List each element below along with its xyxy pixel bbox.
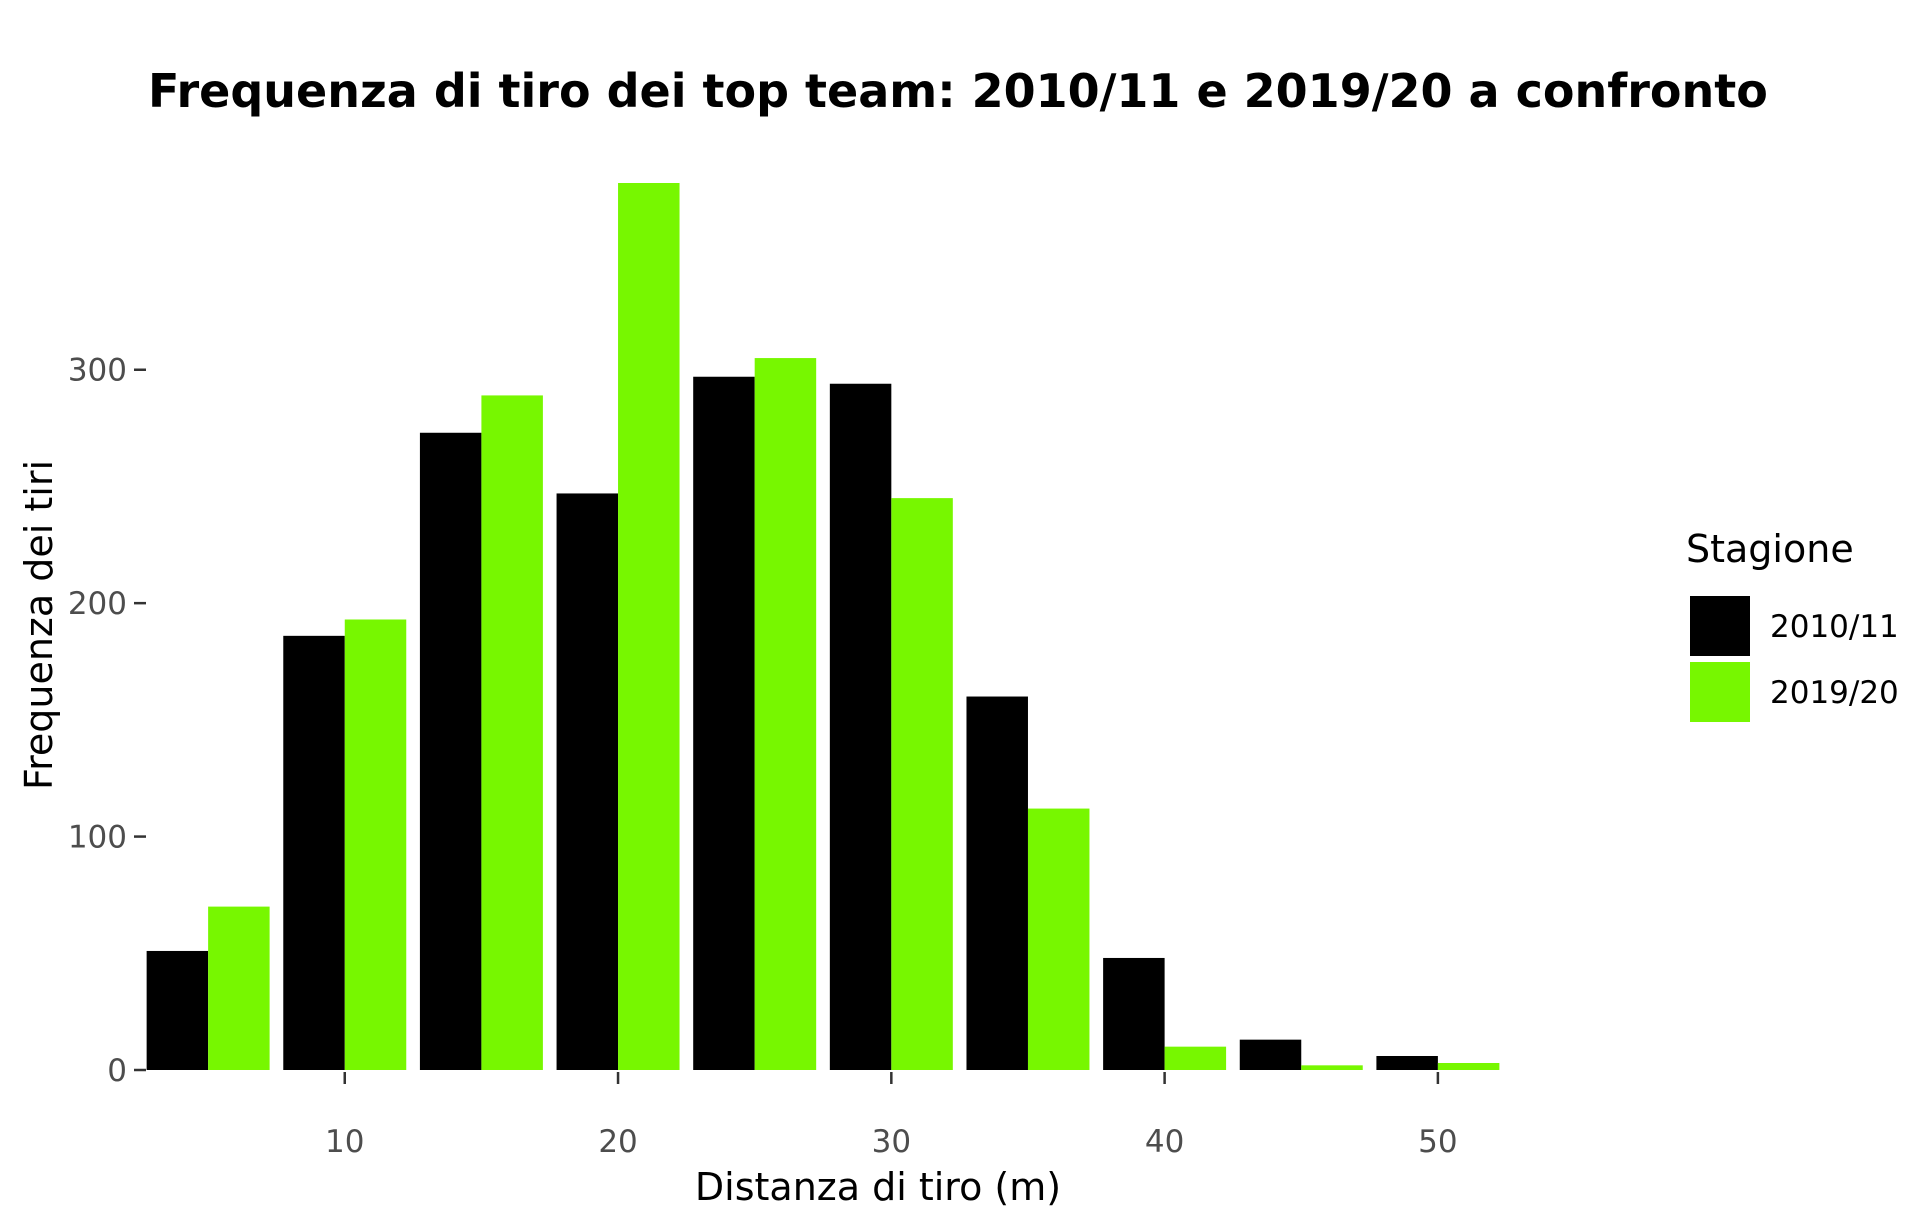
- legend-label: 2010/11: [1770, 609, 1899, 645]
- bar-2019-20-5: [208, 906, 270, 1070]
- bar-2010-11-45: [1239, 1039, 1302, 1070]
- x-tick-label: 10: [325, 1124, 364, 1160]
- bar-2019-20-40: [1164, 1046, 1227, 1070]
- legend: Stagione 2010/11 2019/20: [1686, 527, 1899, 722]
- bar-2010-11-10: [283, 635, 345, 1070]
- x-tick-label: 30: [872, 1124, 911, 1160]
- y-tick-label: 300: [68, 353, 127, 389]
- bar-2010-11-5: [146, 950, 209, 1070]
- bar-2010-11-50: [1376, 1055, 1438, 1070]
- y-tick-label: 200: [68, 586, 127, 622]
- x-tick-label: 50: [1418, 1124, 1457, 1160]
- x-tick-label: 40: [1145, 1124, 1184, 1160]
- bar-2019-20-25: [754, 358, 817, 1070]
- bar-2010-11-35: [966, 696, 1028, 1070]
- bar-2010-11-20: [556, 493, 619, 1070]
- legend-key-2019-20: [1690, 662, 1750, 722]
- bar-2019-20-30: [891, 498, 953, 1070]
- x-axis: 10 20 30 40 50: [325, 1072, 1458, 1160]
- bar-2019-20-10: [344, 619, 407, 1070]
- bar-2010-11-25: [693, 376, 755, 1070]
- legend-label: 2019/20: [1770, 675, 1899, 711]
- y-axis-title: Frequenza dei tiri: [17, 460, 61, 790]
- legend-title: Stagione: [1686, 527, 1854, 571]
- y-tick-label: 100: [68, 820, 127, 856]
- x-tick-label: 20: [598, 1124, 637, 1160]
- legend-key-2010-11: [1690, 596, 1750, 656]
- y-axis: 0 100 200 300: [68, 353, 146, 1089]
- bar-2019-20-20: [618, 183, 680, 1070]
- bar-2019-20-45: [1301, 1065, 1363, 1070]
- bar-2019-20-35: [1027, 808, 1090, 1070]
- bar-2010-11-30: [829, 383, 892, 1071]
- chart-title: Frequenza di tiro dei top team: 2010/11 …: [148, 64, 1768, 118]
- bar-2010-11-15: [419, 432, 482, 1071]
- x-axis-title: Distanza di tiro (m): [695, 1165, 1061, 1209]
- bars: [146, 183, 1500, 1071]
- bar-2019-20-50: [1437, 1062, 1500, 1070]
- bar-2019-20-15: [481, 395, 543, 1070]
- y-tick-label: 0: [107, 1053, 127, 1089]
- bar-2010-11-40: [1103, 957, 1165, 1070]
